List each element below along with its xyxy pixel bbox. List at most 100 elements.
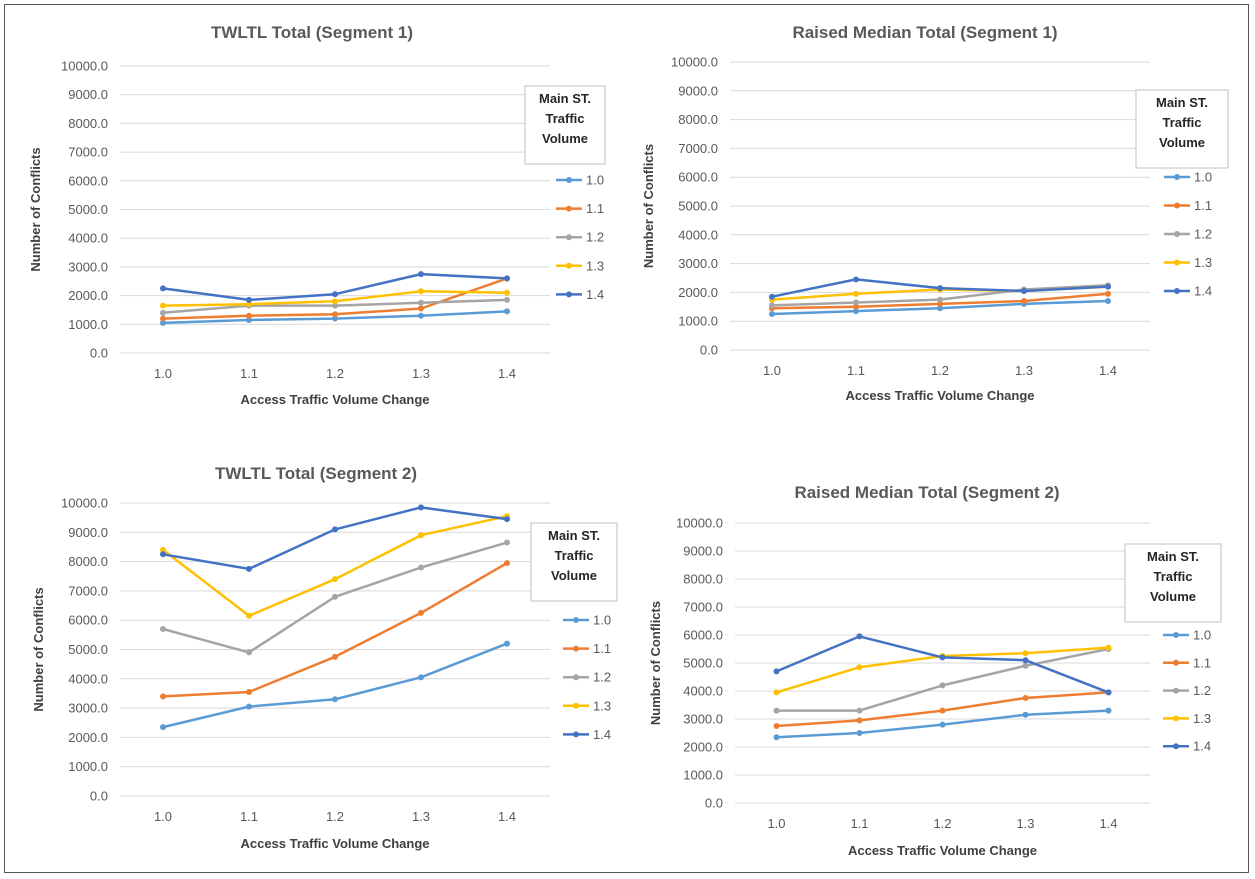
x-tick-label: 1.3 — [412, 809, 430, 824]
x-tick-label: 1.3 — [1016, 816, 1034, 831]
legend-title: Volume — [1150, 589, 1196, 604]
y-tick-label: 9000.0 — [678, 83, 718, 98]
x-axis-label: Access Traffic Volume Change — [845, 388, 1034, 403]
legend-title-box — [524, 85, 606, 165]
y-tick-label: 8000.0 — [678, 112, 718, 127]
legend-label: 1.0 — [586, 173, 604, 188]
y-tick-label: 2000.0 — [678, 285, 718, 300]
y-tick-label: 4000.0 — [68, 231, 108, 246]
y-tick-label: 2000.0 — [68, 288, 108, 303]
data-point-1-1 — [939, 707, 946, 714]
data-point-1-3 — [160, 546, 166, 553]
x-axis-label: Access Traffic Volume Change — [848, 843, 1037, 858]
legend-marker — [1173, 659, 1179, 666]
data-point-1-1 — [1021, 298, 1027, 305]
y-tick-label: 3000.0 — [68, 701, 108, 716]
legend-label: 1.2 — [586, 230, 604, 245]
data-point-1-2 — [937, 296, 943, 303]
y-axis-label: Number of Conflicts — [641, 144, 656, 268]
legend-marker — [1174, 259, 1180, 266]
y-tick-label: 4000.0 — [68, 671, 108, 686]
legend-marker — [566, 205, 572, 212]
legend-label: 1.4 — [1193, 739, 1211, 754]
data-point-1-3 — [418, 288, 424, 295]
y-axis-label: Number of Conflicts — [648, 601, 663, 725]
x-axis-label: Access Traffic Volume Change — [240, 392, 429, 407]
legend-title: Main ST. — [548, 528, 600, 543]
y-tick-label: 8000.0 — [683, 572, 723, 587]
legend-label: 1.1 — [586, 201, 604, 216]
data-point-1-0 — [1105, 707, 1112, 714]
data-point-1-1 — [856, 717, 863, 724]
data-point-1-2 — [853, 299, 859, 306]
data-point-1-1 — [160, 315, 166, 322]
data-point-1-3 — [246, 301, 252, 308]
y-tick-label: 1000.0 — [68, 759, 108, 774]
y-tick-label: 6000.0 — [678, 170, 718, 185]
data-point-1-0 — [160, 724, 166, 731]
legend-marker — [566, 234, 572, 241]
y-tick-label: 7000.0 — [68, 145, 108, 160]
y-tick-label: 9000.0 — [68, 525, 108, 540]
x-tick-label: 1.4 — [498, 366, 516, 381]
y-tick-label: 1000.0 — [68, 317, 108, 332]
data-point-1-2 — [504, 539, 510, 546]
legend-marker — [1174, 288, 1180, 294]
y-tick-label: 0.0 — [700, 343, 718, 358]
legend-label: 1.3 — [1193, 711, 1211, 726]
data-point-1-1 — [160, 693, 166, 700]
data-point-1-2 — [1022, 662, 1029, 669]
data-point-1-0 — [853, 308, 859, 315]
y-tick-label: 8000.0 — [68, 116, 108, 131]
data-point-1-1 — [1022, 695, 1029, 701]
data-point-1-1 — [853, 303, 859, 310]
data-point-1-2 — [418, 299, 424, 306]
y-tick-label: 2000.0 — [683, 740, 723, 755]
legend-marker — [1174, 231, 1180, 237]
data-point-1-2 — [773, 707, 780, 714]
legend-marker — [1173, 743, 1179, 750]
data-point-1-2 — [504, 296, 510, 303]
x-tick-label: 1.1 — [847, 363, 865, 378]
legend-marker — [573, 674, 579, 681]
data-point-1-0 — [332, 696, 338, 703]
data-point-1-3 — [332, 576, 338, 583]
legend-label: 1.2 — [1193, 683, 1211, 698]
chart-title: Raised Median Total (Segment 1) — [792, 23, 1057, 42]
x-tick-label: 1.2 — [326, 809, 344, 824]
legend-label: 1.4 — [1194, 284, 1212, 299]
data-point-1-1 — [418, 609, 424, 616]
legend-title: Volume — [542, 131, 588, 146]
series-line-1-1 — [162, 562, 508, 698]
data-point-1-4 — [332, 291, 338, 298]
data-point-1-3 — [160, 302, 166, 309]
chart-panel-2: Raised Median Total (Segment 1) 0.0 1000.0… — [641, 23, 1229, 403]
x-tick-label: 1.0 — [154, 809, 172, 824]
data-point-1-1 — [246, 688, 252, 695]
data-point-1-1 — [418, 305, 424, 312]
data-point-1-0 — [332, 315, 338, 322]
y-tick-label: 3000.0 — [678, 256, 718, 271]
x-tick-label: 1.2 — [933, 816, 951, 831]
x-tick-label: 1.1 — [240, 809, 258, 824]
data-point-1-4 — [1105, 689, 1112, 696]
y-tick-label: 0.0 — [705, 796, 723, 811]
legend-label: 1.1 — [1193, 655, 1211, 670]
data-point-1-3 — [504, 289, 510, 296]
data-point-1-3 — [246, 612, 252, 619]
legend-label: 1.1 — [593, 641, 611, 656]
y-tick-label: 5000.0 — [678, 199, 718, 214]
chart-panel-1: TWLTL Total (Segment 1) 0.0 1000.0 2000.0 30… — [28, 23, 606, 407]
y-tick-label: 10000.0 — [671, 55, 718, 70]
data-point-1-2 — [939, 682, 946, 689]
data-point-1-2 — [160, 625, 166, 632]
data-point-1-0 — [773, 734, 780, 741]
data-point-1-2 — [246, 649, 252, 656]
y-tick-label: 5000.0 — [68, 642, 108, 657]
y-tick-label: 9000.0 — [68, 87, 108, 102]
data-point-1-2 — [418, 564, 424, 571]
data-point-1-0 — [418, 674, 424, 681]
data-point-1-0 — [418, 312, 424, 319]
legend-title: Traffic — [1153, 569, 1192, 584]
legend-title-box — [1135, 89, 1229, 169]
